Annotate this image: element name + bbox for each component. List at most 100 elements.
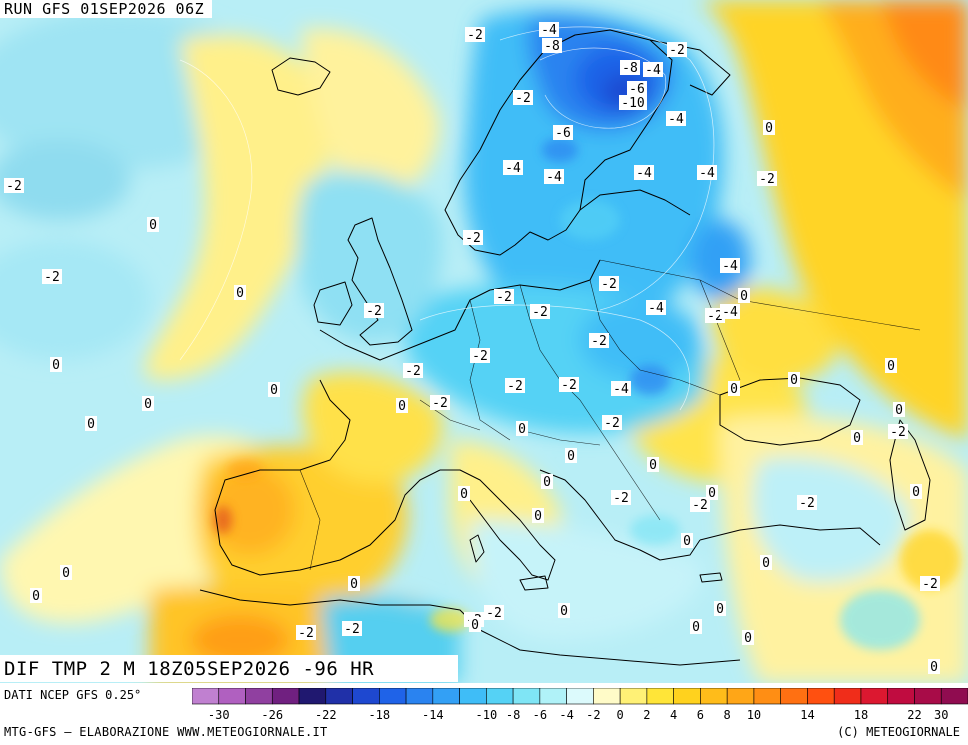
- value-label: -6: [629, 82, 645, 97]
- value-label-bg: [553, 125, 573, 140]
- value-label-bg: [60, 565, 72, 580]
- value-label: 0: [765, 121, 773, 136]
- value-label-bg: [706, 485, 718, 500]
- legend-tick-label: -22: [315, 708, 337, 722]
- value-label-bg: [920, 576, 940, 591]
- value-label-bg: [142, 396, 154, 411]
- value-label-bg: [565, 448, 577, 463]
- value-label: -2: [496, 290, 512, 305]
- value-label: 0: [887, 359, 895, 374]
- legend-swatch: [298, 688, 327, 705]
- value-label: -6: [555, 126, 571, 141]
- value-label: -2: [405, 364, 421, 379]
- value-label-bg: [470, 348, 490, 363]
- value-label-bg: [85, 416, 97, 431]
- value-label: 0: [149, 218, 157, 233]
- legend-swatch: [726, 688, 755, 705]
- value-label-bg: [559, 377, 579, 392]
- value-label: 0: [87, 417, 95, 432]
- value-label-bg: [532, 508, 544, 523]
- legend-swatch: [352, 688, 380, 705]
- value-label-bg: [681, 533, 693, 548]
- legend-tick-label: -6: [533, 708, 547, 722]
- legend-tick-label: -14: [422, 708, 444, 722]
- value-label: 0: [708, 486, 716, 501]
- value-label: 0: [398, 399, 406, 414]
- value-label: 0: [560, 604, 568, 619]
- value-label-bg: [541, 474, 553, 489]
- legend-swatch: [218, 688, 246, 705]
- value-label: -2: [532, 305, 548, 320]
- value-label: -4: [541, 23, 557, 38]
- value-label: 0: [270, 383, 278, 398]
- legend-tick-label: 8: [724, 708, 731, 722]
- value-label-bg: [539, 22, 559, 37]
- legend-swatch: [593, 688, 621, 705]
- legend-tick-label: 6: [697, 708, 704, 722]
- legend-swatch: [271, 688, 300, 705]
- value-label: -2: [922, 577, 938, 592]
- value-label: -2: [601, 277, 617, 292]
- value-label-bg: [530, 304, 550, 319]
- value-label-bg: [430, 395, 450, 410]
- value-label-bg: [342, 621, 362, 636]
- value-label: -2: [759, 172, 775, 187]
- value-label-bg: [643, 62, 663, 77]
- anomaly-detail: [214, 138, 960, 650]
- legend-swatch: [245, 688, 273, 705]
- value-label: 0: [518, 422, 526, 437]
- value-label-bg: [760, 555, 772, 570]
- value-label-bg: [690, 497, 710, 512]
- legend-tick-label: -10: [476, 708, 498, 722]
- legend-tick-label: -26: [261, 708, 283, 722]
- value-label: -2: [298, 626, 314, 641]
- legend-tick-label: -8: [506, 708, 520, 722]
- footer-copyright: (C) METEOGIORNALE: [837, 725, 960, 739]
- value-label: 0: [692, 620, 700, 635]
- legend-swatches: [192, 688, 968, 705]
- legend-swatch: [379, 688, 407, 705]
- legend-swatch: [807, 688, 835, 705]
- value-label: -10: [621, 96, 644, 111]
- value-label: 0: [236, 286, 244, 301]
- value-label: -2: [465, 231, 481, 246]
- value-label-bg: [666, 111, 686, 126]
- value-label: 0: [32, 589, 40, 604]
- value-label-bg: [893, 402, 905, 417]
- value-label-bg: [742, 630, 754, 645]
- legend-swatch: [325, 688, 353, 705]
- field-title: DIF TMP 2 M 18Z05SEP2026 -96 HR: [0, 655, 458, 682]
- legend-swatch: [646, 688, 674, 705]
- color-legend: -30 -26 -22 -18 -14 -10 -8 -6 -4 -2 0 2 4 6 8 10 14 18 22 3…: [192, 688, 968, 722]
- legend-swatch: [700, 688, 728, 705]
- value-label-bg: [910, 484, 922, 499]
- value-label: 0: [744, 631, 752, 646]
- value-label: -2: [692, 498, 708, 513]
- value-label-bg: [348, 576, 360, 591]
- value-label: 0: [460, 487, 468, 502]
- value-label-bg: [728, 381, 740, 396]
- contours: [179, 26, 715, 411]
- value-label: -2: [507, 379, 523, 394]
- value-label-bg: [620, 60, 640, 75]
- temperature-anomaly-map: -2 -4-8 -2-8 -4-6-10-2-6-40-2-4-4 -4 -4 -20-2-…: [0, 0, 968, 683]
- value-label: -8: [544, 39, 560, 54]
- value-label: -2: [799, 496, 815, 511]
- data-source-label: DATI NCEP GFS 0.25°: [4, 688, 142, 702]
- value-label-bg: [513, 90, 533, 105]
- value-label: -4: [668, 112, 684, 127]
- value-label-bg: [885, 358, 897, 373]
- run-title: RUN GFS 01SEP2026 06Z: [0, 0, 213, 18]
- legend-tick-label: -4: [559, 708, 573, 722]
- value-label-bg: [50, 357, 62, 372]
- value-label-bg: [888, 424, 908, 439]
- value-label-bg: [42, 269, 62, 284]
- value-label-bg: [396, 398, 408, 413]
- legend-tick-label: 14: [800, 708, 814, 722]
- value-label: 0: [471, 618, 479, 633]
- value-label: -4: [722, 259, 738, 274]
- value-label-bg: [30, 588, 42, 603]
- legend-swatch: [860, 688, 889, 705]
- value-label-bg: [757, 171, 777, 186]
